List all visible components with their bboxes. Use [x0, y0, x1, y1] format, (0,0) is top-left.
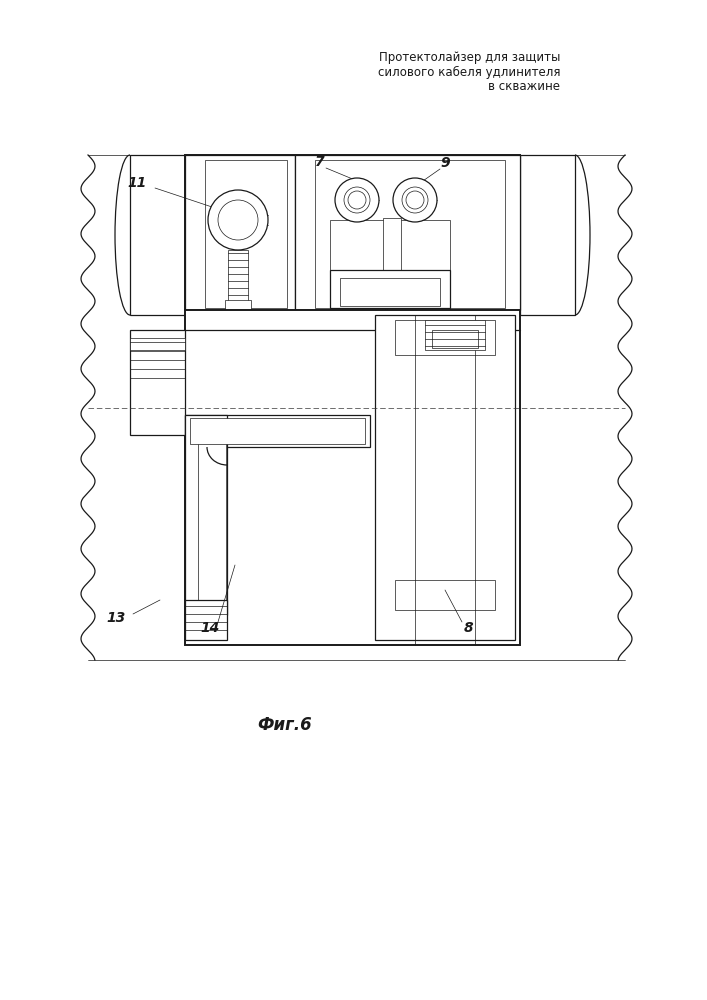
Polygon shape: [185, 155, 520, 310]
Bar: [432, 330, 478, 348]
Bar: [425, 320, 485, 350]
Polygon shape: [295, 155, 520, 310]
Bar: [225, 300, 251, 310]
Circle shape: [344, 187, 370, 213]
Bar: [130, 330, 185, 435]
Text: в скважине: в скважине: [488, 80, 560, 93]
Circle shape: [335, 178, 379, 222]
Bar: [383, 218, 401, 273]
Bar: [330, 270, 450, 308]
Text: Фиг.6: Фиг.6: [257, 716, 312, 734]
Circle shape: [402, 187, 428, 213]
Text: Протектолайзер для защиты: Протектолайзер для защиты: [379, 51, 560, 64]
Polygon shape: [520, 155, 575, 315]
Text: 13: 13: [106, 611, 126, 625]
Polygon shape: [130, 155, 185, 315]
Bar: [340, 278, 440, 306]
Text: 9: 9: [440, 156, 450, 170]
Bar: [205, 160, 287, 308]
Circle shape: [406, 191, 424, 209]
Circle shape: [218, 200, 258, 240]
Bar: [185, 600, 227, 640]
Bar: [198, 420, 226, 605]
Text: 14: 14: [200, 621, 220, 635]
Bar: [185, 415, 227, 615]
Circle shape: [393, 178, 437, 222]
Circle shape: [348, 191, 366, 209]
Polygon shape: [185, 310, 520, 645]
Bar: [190, 418, 365, 444]
Bar: [130, 338, 185, 350]
Polygon shape: [185, 155, 295, 310]
Text: 8: 8: [463, 621, 473, 635]
Text: 7: 7: [315, 155, 325, 169]
Bar: [185, 415, 370, 447]
Text: 11: 11: [127, 176, 146, 190]
Bar: [315, 160, 505, 308]
Text: силового кабеля удлинителя: силового кабеля удлинителя: [378, 65, 560, 79]
Bar: [375, 315, 515, 640]
Circle shape: [208, 190, 268, 250]
Bar: [395, 320, 495, 355]
Polygon shape: [330, 220, 385, 310]
Bar: [228, 250, 248, 305]
Bar: [395, 580, 495, 610]
Polygon shape: [387, 220, 450, 310]
